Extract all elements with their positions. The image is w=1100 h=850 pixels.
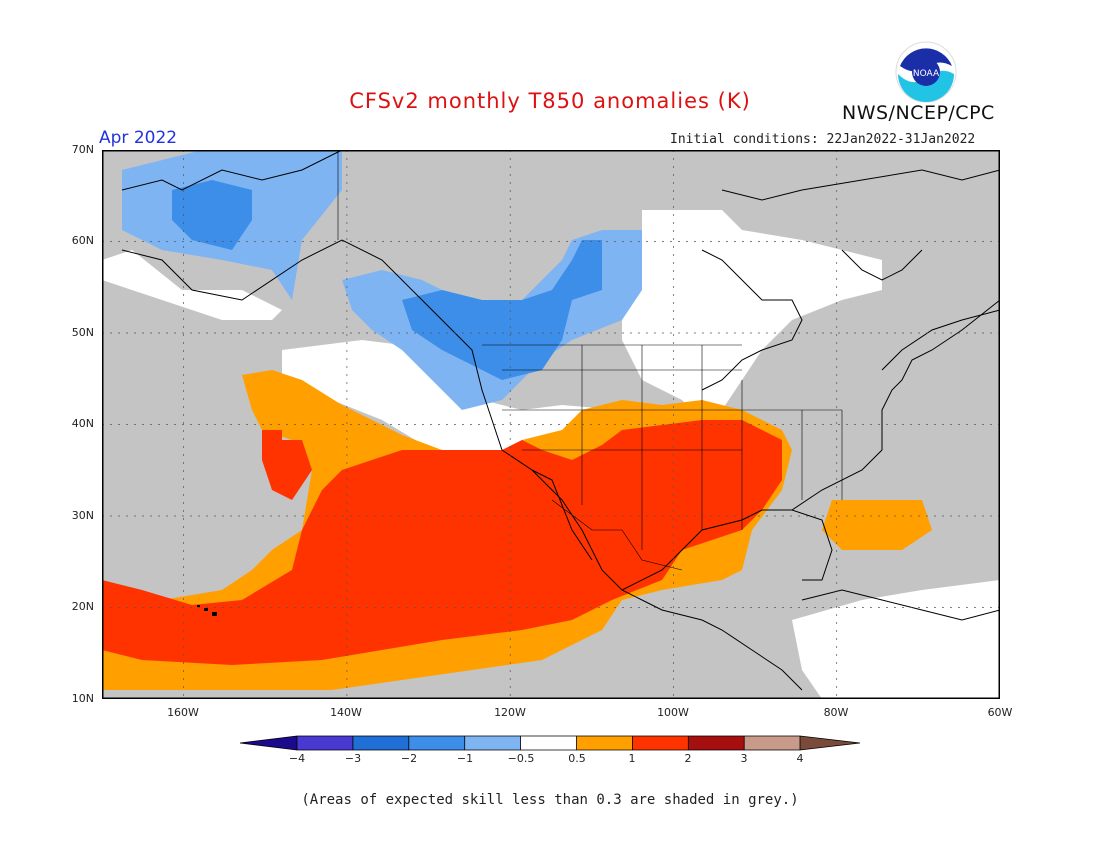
colorbar-label: 0.5 [568,752,586,765]
colorbar-label: −0.5 [507,752,535,765]
political-borders [337,150,843,571]
colorbar [240,735,861,751]
coastlines [121,150,1000,691]
colorbar-bin [520,736,577,750]
lon-tick-160w: 160W [167,706,199,719]
colorbar-label: 4 [796,752,804,765]
colorbar-label: −3 [344,752,362,765]
colorbar-bin [744,736,801,750]
colorbar-bin [576,736,633,750]
lat-tick-10n: 10N [71,692,94,705]
lat-tick-40n: 40N [71,417,94,430]
lat-tick-30n: 30N [71,509,94,522]
initial-conditions: Initial conditions: 22Jan2022-31Jan2022 [670,132,976,147]
anomaly-mid-blue [172,180,602,380]
colorbar-label: −4 [288,752,306,765]
colorbar-label: 3 [740,752,748,765]
colorbar-label: −2 [400,752,418,765]
anomaly-map [102,150,1000,699]
colorbar-bin [352,736,409,750]
colorbar-label: 1 [628,752,636,765]
lon-tick-60w: 60W [987,706,1013,719]
map-frame [102,150,1000,699]
anomaly-neutral-northeast [622,210,882,420]
anomaly-red-orange [102,420,782,665]
colorbar-bin [632,736,689,750]
colorbar-label: 2 [684,752,692,765]
forecast-month: Apr 2022 [99,128,178,148]
lat-tick-70n: 70N [71,143,94,156]
colorbar-arrow-high [800,736,860,750]
lat-tick-20n: 20N [71,600,94,613]
lon-tick-80w: 80W [823,706,849,719]
skill-footnote: (Areas of expected skill less than 0.3 a… [301,792,799,808]
lon-tick-100w: 100W [657,706,689,719]
agency-label: NWS/NCEP/CPC [842,102,995,124]
lat-tick-50n: 50N [71,326,94,339]
lon-tick-140w: 140W [330,706,362,719]
noaa-logo-text: NOAA [913,69,940,79]
colorbar-bin [464,736,521,750]
noaa-logo: NOAA [895,41,957,103]
colorbar-bin [688,736,745,750]
hawaii-islands [197,605,217,616]
anomaly-neutral-caribbean [792,580,1000,699]
graticule [102,150,1000,699]
map-title: CFSv2 monthly T850 anomalies (K) [349,89,751,113]
colorbar-bin [408,736,465,750]
colorbar-arrow-low [240,736,297,750]
colorbar-bin [297,736,353,750]
anomaly-neutral-ocean [102,250,282,320]
lat-tick-60n: 60N [71,234,94,247]
lon-tick-120w: 120W [494,706,526,719]
colorbar-label: −1 [456,752,474,765]
